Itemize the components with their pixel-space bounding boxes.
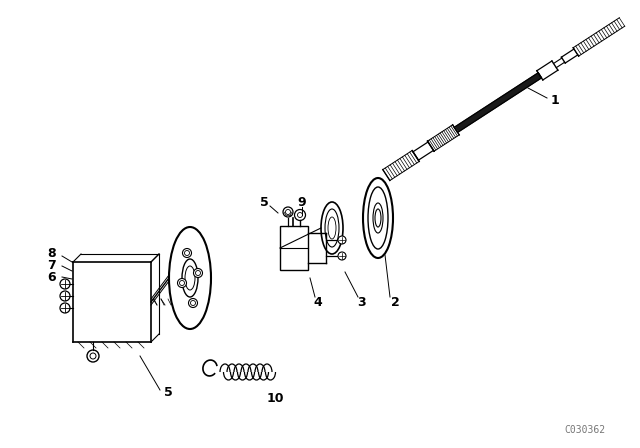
Ellipse shape <box>60 291 70 301</box>
Ellipse shape <box>60 303 70 313</box>
Polygon shape <box>454 73 541 132</box>
Ellipse shape <box>60 279 70 289</box>
Ellipse shape <box>325 209 339 247</box>
Ellipse shape <box>87 350 99 362</box>
Ellipse shape <box>363 178 393 258</box>
Text: 2: 2 <box>390 296 399 309</box>
Text: 5: 5 <box>260 195 268 208</box>
Text: 9: 9 <box>298 195 307 208</box>
Text: 4: 4 <box>314 296 323 309</box>
Ellipse shape <box>321 202 343 254</box>
Polygon shape <box>573 18 625 56</box>
Polygon shape <box>428 125 460 151</box>
Text: 3: 3 <box>358 296 366 309</box>
Ellipse shape <box>169 227 211 329</box>
Ellipse shape <box>283 207 293 217</box>
Ellipse shape <box>338 252 346 260</box>
Text: 1: 1 <box>550 94 559 107</box>
Ellipse shape <box>294 210 305 220</box>
Ellipse shape <box>182 259 198 297</box>
FancyBboxPatch shape <box>280 226 308 270</box>
Text: 7: 7 <box>47 258 56 271</box>
Polygon shape <box>554 58 564 68</box>
Text: 5: 5 <box>164 385 172 399</box>
Text: 10: 10 <box>266 392 284 405</box>
Polygon shape <box>383 151 419 181</box>
Text: 8: 8 <box>48 246 56 259</box>
Ellipse shape <box>375 209 381 227</box>
Ellipse shape <box>189 298 198 307</box>
Ellipse shape <box>338 236 346 244</box>
Polygon shape <box>561 49 578 63</box>
Text: 6: 6 <box>48 271 56 284</box>
Polygon shape <box>413 142 433 160</box>
Ellipse shape <box>193 268 202 277</box>
Text: C030362: C030362 <box>564 425 605 435</box>
Ellipse shape <box>182 249 191 258</box>
Ellipse shape <box>177 279 186 288</box>
Polygon shape <box>537 61 558 80</box>
Ellipse shape <box>368 187 388 249</box>
Polygon shape <box>73 262 151 342</box>
